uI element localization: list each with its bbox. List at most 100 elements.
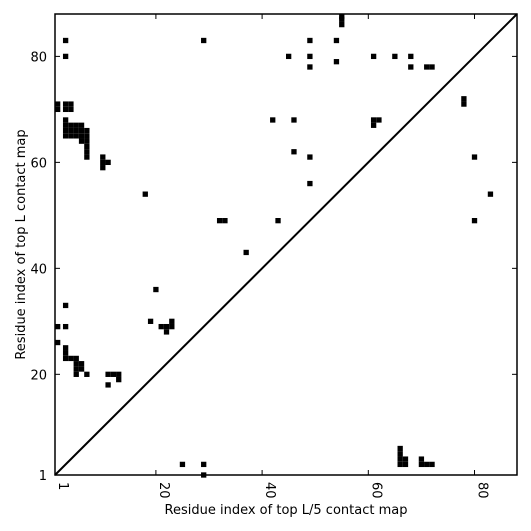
contact-cell [62,323,69,330]
contact-cell [78,138,85,144]
contact-cell [73,366,79,372]
contact-cell [62,101,69,107]
contact-cell [418,456,425,462]
contact-cell [62,37,69,44]
x-axis-label: Residue index of top L/5 contact map [165,503,408,518]
contact-cell [73,122,79,128]
contact-cell [392,53,398,60]
contact-cell [163,323,170,330]
contact-cell [270,117,276,123]
contact-cell [84,149,90,155]
contact-cell [110,371,117,377]
contact-cell [163,329,170,335]
contact-cell [201,461,207,468]
contact-cell [370,117,377,123]
contact-cell [147,318,154,324]
contact-cell [201,37,207,44]
contact-cell [222,218,228,224]
contact-cell [62,345,69,351]
contact-cell [100,165,106,171]
contact-cell [429,64,435,70]
contact-cell [78,122,85,128]
contact-cell [307,154,313,160]
y-tick-label: 20 [30,368,47,383]
contact-cell [402,461,409,468]
contact-cell [397,445,403,452]
contact-cell [216,218,223,224]
contact-cell [142,191,148,197]
contact-cell [291,149,297,155]
x-tick-label: 60 [368,482,383,499]
contact-cell [333,59,340,65]
x-tick-label: 20 [156,482,171,499]
contact-cell [68,122,74,128]
contact-cell [78,366,85,372]
contact-cell [105,159,111,166]
contact-cell [408,64,414,70]
contact-cell [307,37,313,44]
contact-cell [62,355,69,362]
contact-cell [243,249,249,256]
contact-cell [275,218,281,224]
contact-cell [169,323,175,330]
diagonal-line [54,13,518,476]
contact-cell [68,133,74,139]
contact-cell [78,127,85,134]
contact-cell [84,143,90,150]
contact-cell [370,53,377,60]
contact-cell [78,361,85,367]
contact-cell [105,382,111,388]
contact-cell [116,371,122,377]
contact-cell [62,117,69,123]
contact-cell [307,180,313,187]
contact-cell [402,456,409,462]
contact-cell [333,37,340,44]
contact-cells [55,14,494,478]
contact-cell [376,117,382,123]
contact-cell [158,323,164,330]
contact-cell [286,53,292,60]
contact-cell [78,133,85,139]
axis-ticks: 1 20 40 60 80 1 20 40 60 80 [30,14,517,499]
contact-cell [62,133,69,139]
contact-cell [73,355,79,362]
x-tick-label: 1 [55,482,70,490]
contact-cell [307,53,313,60]
y-tick-label: 60 [30,156,47,171]
contact-cell [100,159,106,166]
contact-cell [397,461,403,468]
contact-cell [291,117,297,123]
contact-cell [84,371,90,377]
contact-cell [62,53,69,60]
y-axis-label: Residue index of top L contact map [14,129,29,359]
contact-cell [62,302,69,309]
contact-cell [169,318,175,324]
contact-cell [461,96,467,102]
contact-cell [179,461,186,468]
plot-frame [54,13,518,476]
contact-cell [73,127,79,134]
contact-cell [84,154,90,160]
contact-cell [68,355,74,362]
contact-cell [68,106,74,113]
contact-cell [424,461,430,468]
contact-cell [100,154,106,160]
contact-cell [105,371,111,377]
contact-cell [424,64,430,70]
contact-cell [339,14,345,20]
contact-cell [62,106,69,113]
contact-cell [397,456,403,462]
contact-cell [62,127,69,134]
contact-cell [116,376,122,383]
contact-cell [84,133,90,139]
contact-cell [55,106,61,113]
contact-cell [62,122,69,128]
y-tick-label: 80 [30,50,47,65]
contact-cell [68,127,74,134]
y-tick-label: 1 [39,469,47,484]
contact-cell [471,154,478,160]
contact-cell [370,122,377,128]
contact-cell [55,101,61,107]
contact-cell [471,218,478,224]
